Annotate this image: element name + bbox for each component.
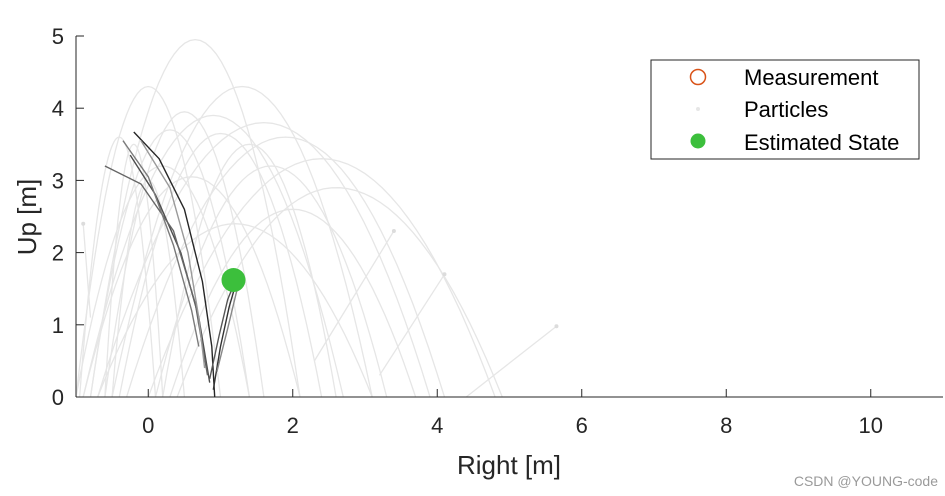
legend-particles-marker — [696, 107, 700, 111]
y-tick-label: 5 — [52, 24, 64, 49]
particle-trajectory — [89, 38, 301, 398]
particle-track — [313, 230, 395, 362]
legend-measurement-label: Measurement — [744, 65, 879, 90]
legend-particles-label: Particles — [744, 97, 828, 122]
x-tick-label: 8 — [720, 413, 732, 438]
x-tick-label: 4 — [431, 413, 443, 438]
x-ticks: 0 2 4 6 8 10 — [142, 389, 883, 438]
x-axis-label: Right [m] — [457, 450, 561, 480]
x-tick-label: 0 — [142, 413, 154, 438]
y-tick-label: 2 — [52, 241, 64, 266]
estimate-layer — [221, 268, 246, 293]
watermark: CSDN @YOUNG-code — [794, 473, 938, 489]
y-tick-label: 0 — [52, 385, 64, 410]
series-line — [140, 140, 206, 369]
y-ticks: 0 1 2 3 4 5 — [52, 24, 84, 410]
particle-point — [554, 324, 559, 329]
particle-track — [82, 223, 92, 318]
x-tick-label: 10 — [859, 413, 883, 438]
y-tick-label: 4 — [52, 96, 64, 121]
particle-trajectory — [162, 143, 337, 398]
particle-trajectory — [82, 114, 344, 398]
particle-trajectory — [82, 176, 301, 398]
particle-trajectory — [169, 208, 417, 398]
legend-estimated-state-label: Estimated State — [744, 130, 899, 155]
particle-point — [391, 228, 396, 233]
particle-track — [465, 325, 557, 398]
particle-track — [378, 273, 446, 376]
particle-trajectory — [111, 179, 186, 398]
x-tick-label: 2 — [287, 413, 299, 438]
legend-measurement-marker — [689, 68, 707, 86]
series-line — [122, 140, 200, 347]
series-line — [133, 131, 216, 398]
particle-point — [81, 221, 86, 226]
particle-trajectory — [78, 136, 157, 398]
particle-trajectory — [104, 111, 265, 398]
particle-trajectory — [97, 121, 431, 398]
legend: Measurement Particles Estimated State — [650, 59, 920, 160]
particle-point — [442, 272, 447, 277]
axes — [75, 36, 943, 398]
particle-trajectory — [154, 165, 388, 398]
particle-trajectory — [89, 129, 251, 398]
particle-trajectory — [97, 223, 373, 398]
series-line — [129, 154, 211, 383]
estimated-state-marker — [221, 268, 246, 293]
y-axis-label: Up [m] — [12, 179, 42, 256]
legend-estimated-state-marker — [690, 133, 706, 149]
particle-trajectory — [104, 143, 164, 398]
y-tick-label: 3 — [52, 168, 64, 193]
particle-trajectory — [75, 85, 222, 398]
y-tick-label: 1 — [52, 313, 64, 338]
x-tick-label: 6 — [576, 413, 588, 438]
series-layer — [104, 131, 245, 398]
